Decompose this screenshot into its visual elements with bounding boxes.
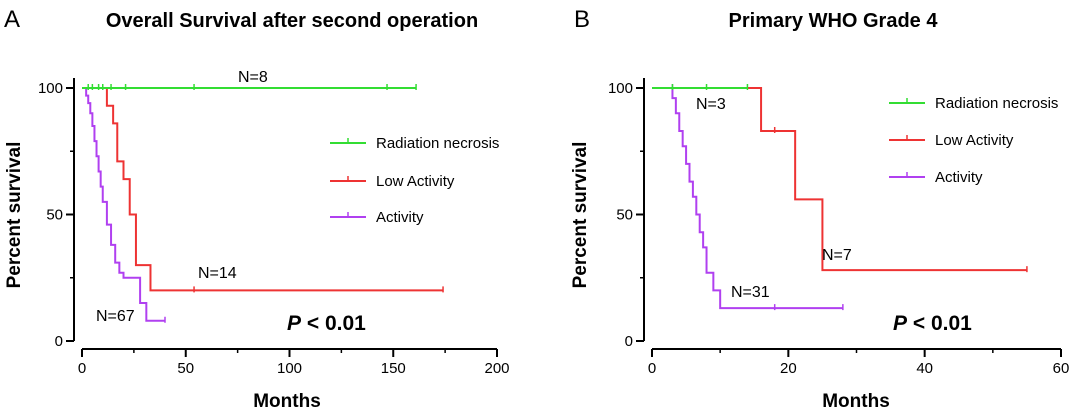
x-tick-label: 100	[277, 360, 302, 377]
x-axis-title-a: Months	[253, 391, 321, 411]
legend-label-low-activity: Low Activity	[935, 132, 1014, 149]
n-label-low-activity: N=14	[198, 265, 237, 282]
y-axis-title-a: Percent survival	[4, 142, 25, 289]
legend-label-activity: Activity	[935, 169, 983, 186]
x-tick-label: 50	[177, 360, 194, 377]
y-tick-label: 100	[38, 80, 63, 97]
legend-label-activity: Activity	[376, 209, 424, 226]
x-tick-label: 40	[916, 360, 933, 377]
plot-area-a: 0 50 100 0 50 100 150 200 N=67 N=14 N=8 Radiation n…	[38, 69, 510, 377]
x-tick-label: 60	[1053, 360, 1070, 377]
n-label-radiation-necrosis: N=8	[238, 69, 268, 86]
y-tick-label: 0	[55, 333, 63, 350]
x-tick-label: 200	[484, 360, 509, 377]
legend-label-radiation-necrosis: Radiation necrosis	[935, 95, 1058, 112]
chart-title-a: Overall Survival after second operation	[106, 10, 478, 32]
series-line-low-activity	[652, 87, 1027, 272]
x-tick-label: 150	[381, 360, 406, 377]
y-tick-label: 50	[616, 207, 633, 224]
series-line-activity	[82, 87, 165, 322]
y-axis-title-b: Percent survival	[570, 142, 591, 289]
y-tick-label: 0	[625, 333, 633, 350]
series-line-activity	[652, 87, 843, 310]
panel-label-b: B	[574, 6, 590, 33]
x-tick-label: 20	[780, 360, 797, 377]
x-tick-label: 0	[78, 360, 86, 377]
x-tick-label: 0	[648, 360, 656, 377]
p-value-a: P < 0.01	[287, 312, 366, 335]
p-value-b: P < 0.01	[893, 312, 972, 335]
plot-area-b: 0 50 100 0 20 40 60 N=31 N=7 N=3 Radiation necrosi…	[608, 78, 1069, 377]
legend-label-low-activity: Low Activity	[376, 173, 455, 190]
chart-title-b: Primary WHO Grade 4	[729, 10, 939, 32]
n-label-radiation-necrosis: N=3	[696, 96, 726, 113]
x-axis-title-b: Months	[822, 391, 890, 411]
n-label-activity: N=67	[96, 308, 135, 325]
series-line-low-activity	[82, 87, 444, 292]
y-tick-label: 50	[46, 207, 63, 224]
panel-label-a: A	[4, 6, 20, 33]
n-label-activity: N=31	[731, 284, 770, 301]
n-label-low-activity: N=7	[822, 247, 852, 264]
legend-label-radiation-necrosis: Radiation necrosis	[376, 135, 499, 152]
y-tick-label: 100	[608, 80, 633, 97]
